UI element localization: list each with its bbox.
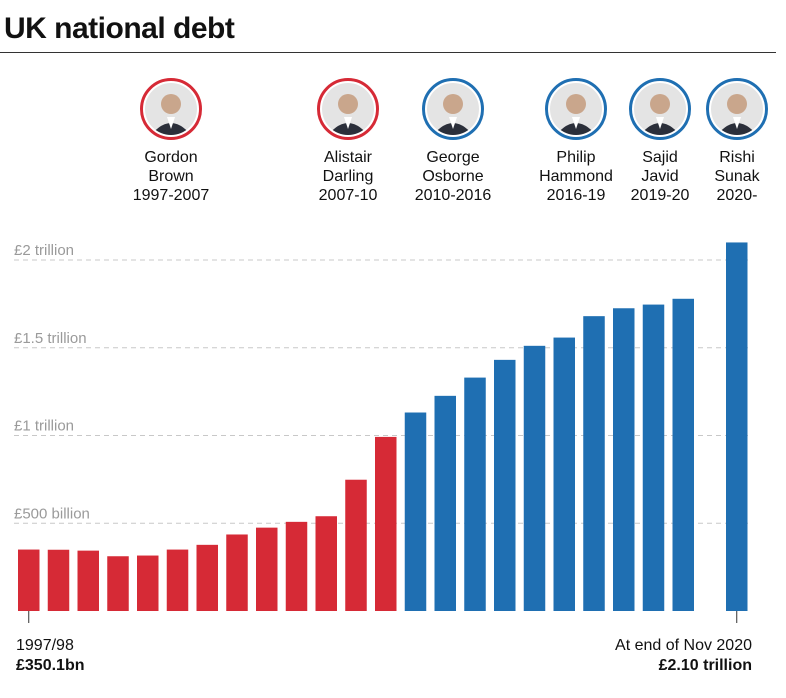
bar-9 — [285, 521, 308, 611]
chancellor-5: Rishi Sunak 2020- — [682, 78, 786, 205]
y-tick-label: £1.5 trillion — [14, 330, 87, 347]
bar-10 — [315, 516, 337, 611]
bar-21 — [642, 304, 665, 611]
y-tick-label: £500 billion — [14, 505, 90, 522]
chancellor-name: Alistair Darling — [322, 149, 374, 185]
chancellor-term: 1997-2007 — [132, 187, 210, 204]
end-label: At end of Nov 2020 £2.10 trillion — [615, 636, 752, 676]
chancellor-name: George Osborne — [422, 149, 484, 185]
chancellor-name: Gordon Brown — [144, 149, 198, 185]
portrait-icon — [706, 78, 768, 140]
chancellor-term: 2007-10 — [318, 187, 378, 204]
portrait-icon — [629, 78, 691, 140]
chancellor-name: Sajid Javid — [641, 149, 679, 185]
bar-4 — [137, 555, 159, 611]
start-period: 1997/98 — [16, 637, 74, 654]
chancellor-1: Alistair Darling 2007-10 — [293, 78, 403, 205]
chancellor-name: Rishi Sunak — [714, 149, 760, 185]
portrait-icon — [140, 78, 202, 140]
bar-12 — [375, 436, 397, 611]
bar-0 — [18, 549, 40, 611]
bar-13 — [404, 412, 427, 611]
chancellor-2: George Osborne 2010-2016 — [398, 78, 508, 205]
y-tick-label: £1 trillion — [14, 418, 74, 435]
bar-8 — [256, 527, 278, 611]
chancellor-term: 2019-20 — [630, 187, 690, 204]
chancellor-0: Gordon Brown 1997-2007 — [116, 78, 226, 205]
chancellor-term: 2010-2016 — [414, 187, 492, 204]
chancellor-term: 2020- — [716, 187, 758, 204]
bar-14 — [434, 395, 456, 611]
bar-3 — [107, 556, 129, 611]
bar-19 — [583, 316, 605, 611]
bar-1 — [47, 549, 70, 611]
chancellor-name: Philip Hammond — [539, 149, 613, 185]
chancellor-term: 2016-19 — [546, 187, 606, 204]
start-value: £350.1bn — [16, 657, 85, 674]
bar-17 — [523, 345, 546, 611]
bar-15 — [464, 377, 486, 611]
bar-20 — [613, 308, 635, 611]
portrait-icon — [317, 78, 379, 140]
y-tick-label: £2 trillion — [14, 242, 74, 259]
portrait-icon — [422, 78, 484, 140]
chancellor-4: Sajid Javid 2019-20 — [605, 78, 715, 205]
start-label: 1997/98 £350.1bn — [16, 636, 84, 676]
title-divider — [0, 52, 776, 53]
bar-7 — [226, 534, 248, 611]
bar-2 — [77, 550, 99, 611]
bar-6 — [196, 544, 218, 611]
bar-18 — [553, 337, 575, 611]
end-period: At end of Nov 2020 — [615, 637, 752, 654]
bar-11 — [345, 479, 367, 611]
chart-title: UK national debt — [4, 12, 235, 45]
end-value: £2.10 trillion — [658, 657, 752, 674]
bar-16 — [494, 359, 516, 611]
bar-22 — [672, 298, 694, 611]
bar-23 — [726, 242, 748, 611]
bar-5 — [166, 549, 189, 611]
portrait-icon — [545, 78, 607, 140]
chancellor-3: Philip Hammond 2016-19 — [521, 78, 631, 205]
